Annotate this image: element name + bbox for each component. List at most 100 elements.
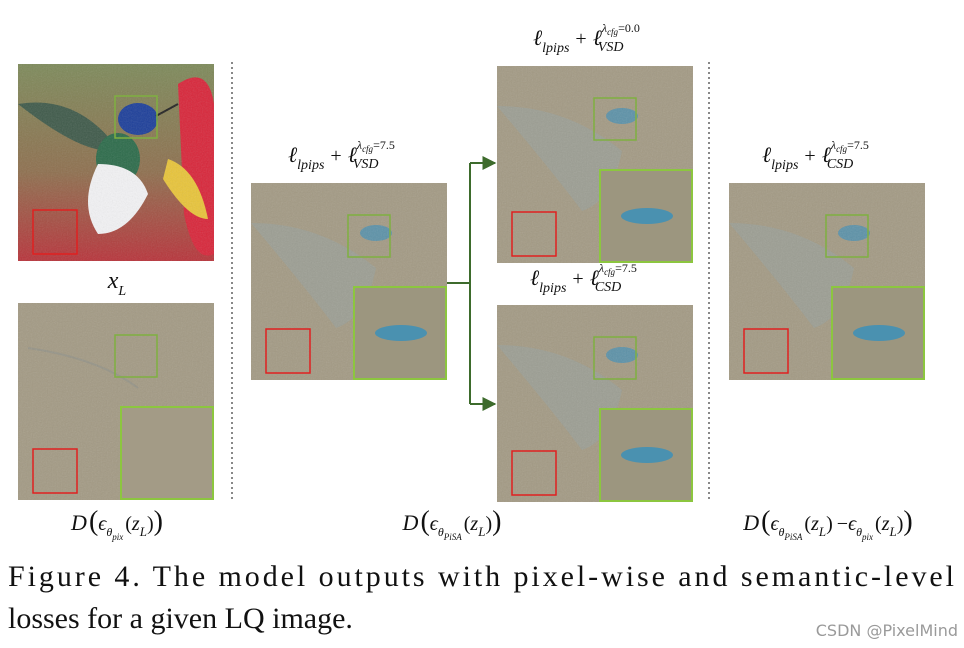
math-label: xL [107,268,127,299]
caption-line: losses for a given LQ image. [8,602,353,635]
grain [18,64,214,261]
math-token: pix [861,532,873,542]
math-token: D [70,510,87,535]
math-token: ℓ [348,142,358,167]
zoom-detail [375,325,427,341]
math-token: ) [897,513,904,535]
roi-box [114,334,158,378]
math-token: ϵ [770,513,779,535]
math-token: ℓ [288,142,298,167]
zoom-detail [853,325,905,341]
math-token: L [117,284,126,299]
image [497,66,693,263]
image [251,183,447,380]
roi-box [593,97,637,141]
arrows [447,156,497,411]
math-token: ( [89,506,98,537]
math-token: x [107,268,119,294]
math-token: L [139,524,147,539]
math-token: ) [492,506,501,537]
caption-line: Figure 4. The model outputs with pixel-w… [8,560,954,593]
math-token: λ [830,138,836,152]
math-token: + [575,28,586,50]
roi-box [347,214,391,258]
watermark: CSDN @PixelMind [816,621,958,640]
math-token: PiSA [783,532,802,542]
math-label: D(ϵθPiSA(zL) −ϵθpix(zL)) [742,506,913,542]
math-token: − [837,513,848,535]
math-label: ℓlpips + ℓλcfg=7.5 CSD [530,261,637,296]
math-token: VSD [598,40,624,55]
math-token: pix [111,532,123,542]
math-token: + [804,145,815,167]
math-token: ( [464,513,471,535]
math-token: z [881,513,890,535]
math-token: z [469,513,478,535]
math-token: L [818,524,826,539]
roi-box [265,328,311,374]
roi-box [593,336,637,380]
roi-box [743,328,789,374]
math-label: ℓlpips + ℓλcfg=7.5 VSD [288,138,395,173]
math-token: cfg [604,267,615,277]
math-token: θ [779,525,785,539]
math-token: ) [485,513,492,535]
math-token: lpips [542,41,570,56]
math-token: D [402,510,419,535]
math-token: =7.5 [847,138,869,152]
math-token: ℓ [822,142,832,167]
math-token: ℓ [762,142,772,167]
math-token: =7.5 [615,261,637,275]
image [729,183,925,380]
roi-box [825,214,869,258]
math-token: z [131,513,140,535]
math-token: z [810,513,819,535]
math-token: =7.5 [373,138,395,152]
math-token: lpips [539,281,567,296]
math-token: VSD [353,157,379,172]
zoom-inset [120,406,214,500]
image [18,64,214,261]
math-token: ( [125,513,132,535]
math-label: ℓlpips + ℓλcfg=7.5 CSD [762,138,869,173]
roi-box [32,209,78,255]
math-label: D(ϵθpix(zL)) [70,506,163,542]
math-token: L [889,524,897,539]
math-token: cfg [362,144,373,154]
math-token: λ [598,261,604,275]
math-token: θ [856,525,862,539]
math-token: L [477,524,485,539]
math-token: λ [601,21,607,35]
math-token: ) [147,513,154,535]
math-token: =0.0 [618,21,640,35]
math-token: ) [826,513,833,535]
math-token: ϵ [98,513,107,535]
math-token: cfg [607,27,618,37]
math-token: CSD [827,157,853,172]
math-token: ℓ [533,25,543,50]
math-token: ℓ [590,265,600,290]
math-token: ) [903,506,912,537]
math-token: θ [438,525,444,539]
math-token: λ [356,138,362,152]
math-token: ( [804,513,811,535]
math-token: cfg [836,144,847,154]
math-token: PiSA [443,532,462,542]
zoom-detail [621,447,673,463]
math-token: θ [106,525,112,539]
math-token: + [330,145,341,167]
math-token: ℓ [593,25,603,50]
zoom-detail [621,208,673,224]
image [497,305,693,502]
math-token: ) [154,506,163,537]
math-token: lpips [771,158,799,173]
math-token: ℓ [530,265,540,290]
roi-box [511,450,557,496]
roi-box [511,211,557,257]
math-token: lpips [297,158,325,173]
math-token: CSD [595,280,621,295]
image [18,303,214,500]
roi-box [114,95,158,139]
math-token: + [572,268,583,290]
